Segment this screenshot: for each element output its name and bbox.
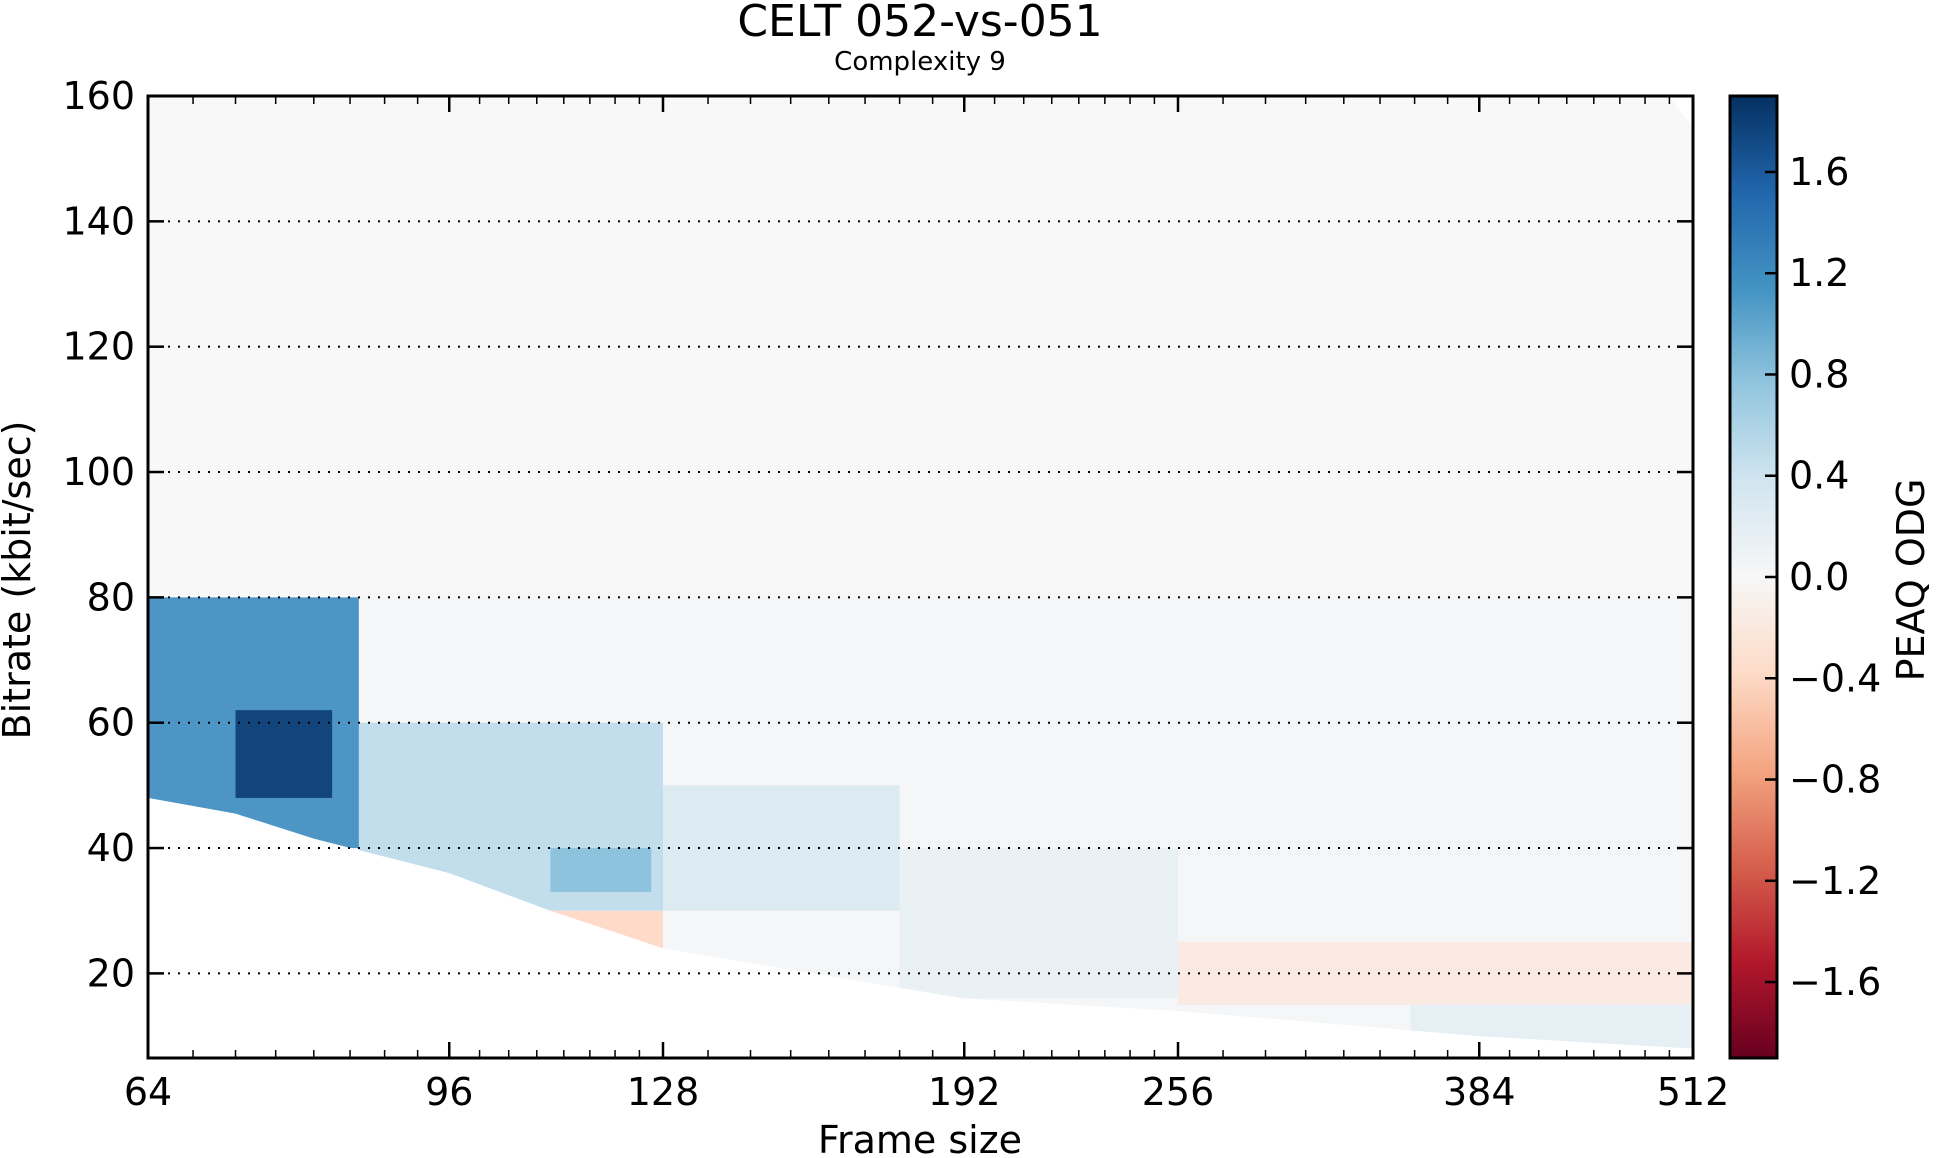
x-tick-label: 512 bbox=[1657, 1070, 1730, 1114]
plot-area bbox=[146, 94, 1695, 1060]
colorbar: −1.6 −1.2 −0.8 −0.4 0.0 0.4 0.8 1.2 1.6 bbox=[1728, 94, 1881, 1060]
x-tick-label: 64 bbox=[124, 1070, 172, 1114]
y-tick-label: 120 bbox=[62, 325, 135, 369]
y-tick-label: 160 bbox=[62, 74, 135, 118]
y-tick-label: 40 bbox=[87, 826, 135, 870]
heatmap-region bbox=[235, 710, 333, 798]
no-data-region bbox=[148, 797, 1693, 1058]
plot-frame bbox=[146, 94, 1695, 1060]
colorbar-tick-label: 0.0 bbox=[1789, 555, 1849, 599]
x-tick-label: 384 bbox=[1443, 1070, 1516, 1114]
x-axis-ticks: 64 96 128 192 256 384 512 bbox=[124, 96, 1729, 1114]
heatmap-region bbox=[663, 785, 900, 911]
y-tick-label: 20 bbox=[87, 951, 135, 995]
colorbar-tick-label: −0.8 bbox=[1789, 758, 1881, 802]
chart-subtitle: Complexity 9 bbox=[834, 47, 1006, 77]
x-tick-label: 256 bbox=[1142, 1070, 1215, 1114]
y-axis-ticks: 20 40 60 80 100 120 140 160 bbox=[62, 74, 1693, 995]
colorbar-tick-label: 0.8 bbox=[1789, 352, 1849, 396]
colorbar-tick-label: −1.6 bbox=[1789, 960, 1881, 1004]
heatmap-region bbox=[148, 96, 1693, 598]
no-data-corner bbox=[1668, 96, 1693, 126]
heatmap-region bbox=[899, 848, 1178, 999]
heatmap-region bbox=[550, 848, 652, 892]
y-tick-label: 80 bbox=[87, 575, 135, 619]
chart-title: CELT 052-vs-051 bbox=[737, 0, 1102, 47]
y-tick-label: 100 bbox=[62, 450, 135, 494]
y-tick-label: 140 bbox=[62, 199, 135, 243]
heatmap-region bbox=[1178, 942, 1693, 1005]
x-tick-label: 192 bbox=[928, 1070, 1001, 1114]
y-tick-label: 60 bbox=[87, 701, 135, 745]
colorbar-label: PEAQ ODG bbox=[1889, 479, 1933, 682]
colorbar-tick-label: 1.2 bbox=[1789, 251, 1849, 295]
colorbar-tick-label: −1.2 bbox=[1789, 859, 1881, 903]
y-axis-label: Bitrate (kbit/sec) bbox=[0, 421, 39, 740]
x-axis-label: Frame size bbox=[818, 1118, 1022, 1158]
colorbar-tick-label: 1.6 bbox=[1789, 150, 1849, 194]
x-tick-label: 96 bbox=[425, 1070, 473, 1114]
colorbar-tick-label: −0.4 bbox=[1789, 656, 1881, 700]
colorbar-tick-label: 0.4 bbox=[1789, 454, 1849, 498]
x-tick-label: 128 bbox=[627, 1070, 700, 1114]
